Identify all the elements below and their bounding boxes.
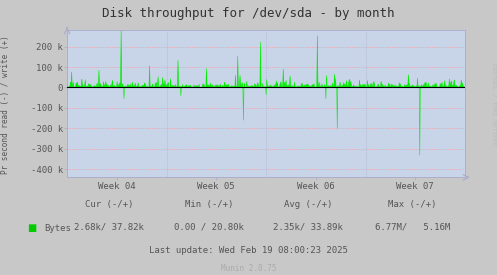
Text: ■: ■ [27,223,37,233]
Text: Disk throughput for /dev/sda - by month: Disk throughput for /dev/sda - by month [102,7,395,20]
Text: RRDTOOL / TOBI OETIKER: RRDTOOL / TOBI OETIKER [491,63,496,146]
Text: 0.00 / 20.80k: 0.00 / 20.80k [174,222,244,231]
Text: 2.35k/ 33.89k: 2.35k/ 33.89k [273,222,343,231]
Text: Cur (-/+): Cur (-/+) [85,200,134,209]
Text: Max (-/+): Max (-/+) [388,200,437,209]
Text: Bytes: Bytes [45,224,72,233]
Text: Avg (-/+): Avg (-/+) [284,200,332,209]
Text: Munin 2.0.75: Munin 2.0.75 [221,264,276,273]
Text: Pr second read (-) / write (+): Pr second read (-) / write (+) [1,35,10,174]
Text: Min (-/+): Min (-/+) [184,200,233,209]
Text: 6.77M/   5.16M: 6.77M/ 5.16M [375,222,450,231]
Text: 2.68k/ 37.82k: 2.68k/ 37.82k [75,222,144,231]
Text: Last update: Wed Feb 19 08:00:23 2025: Last update: Wed Feb 19 08:00:23 2025 [149,246,348,255]
